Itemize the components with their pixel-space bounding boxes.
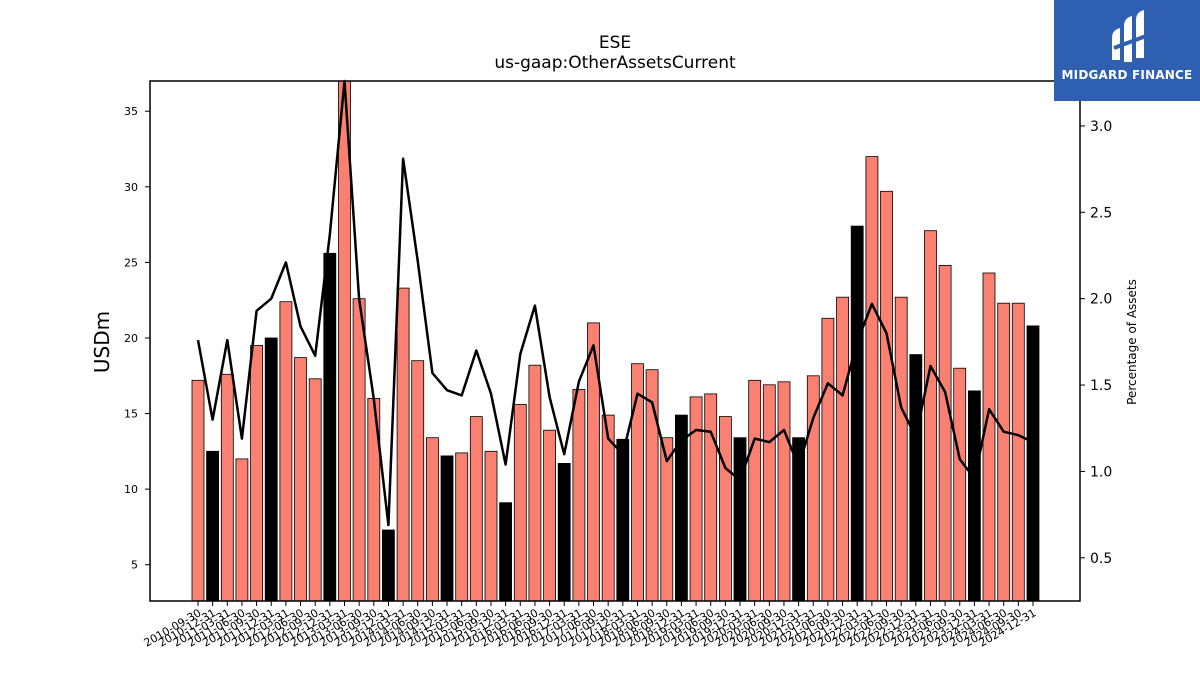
bar [719,416,732,602]
bar [704,393,718,602]
y-tick-label: 30 [124,181,138,194]
bar [381,529,395,602]
bar [469,416,483,602]
bar [1011,302,1025,602]
y-tick-label: 10 [124,483,138,496]
bar [968,390,981,602]
bar [689,396,703,602]
bar [938,264,952,602]
bar [616,438,630,602]
chart-title: ESE [599,33,631,53]
bar [308,378,322,602]
bar [850,225,864,602]
bar [499,502,513,602]
bar [396,287,410,602]
bar [880,190,893,602]
bar [250,345,264,602]
y-tick-label: 35 [124,105,138,118]
bar [513,404,527,602]
bar [748,379,762,602]
y2-tick-label: 0.5 [1090,551,1112,567]
y2-tick-label: 2.5 [1090,205,1112,221]
bar [777,381,791,602]
bar [235,458,249,602]
bar [264,337,278,602]
y2-tick-label: 2.0 [1090,292,1112,308]
bar [982,272,996,602]
y-tick-label: 20 [124,332,138,345]
bar [836,296,849,602]
y-axis-ticks: 5 10 15 20 25 30 35 [124,105,150,572]
bar [924,230,937,602]
bar [865,156,879,602]
bar [220,373,234,602]
bar [484,450,498,602]
bar [953,367,967,602]
bar [411,360,425,602]
bar [909,354,923,602]
logo-text: MIDGARD FINANCE [1061,68,1193,82]
midgard-finance-logo: MIDGARD FINANCE [1054,0,1200,101]
y-tick-label: 5 [131,559,138,572]
y2-tick-label: 3.0 [1090,119,1112,135]
bar-group [191,80,1040,602]
x-axis-ticks: 2010-09-302010-12-312011-03-312011-06-30… [142,601,1039,650]
y2-tick-label: 1.5 [1090,378,1112,394]
bar [206,450,220,602]
percentage-line [196,79,1034,527]
bar [323,252,337,602]
bar [352,298,366,602]
bar [191,379,205,602]
bar [440,455,454,602]
midgard-logo-icon [1112,10,1147,62]
bar [894,296,908,602]
y2-axis-label: Percentage of Assets [1125,279,1139,405]
bar [762,384,776,602]
bar [997,302,1011,602]
bar [528,364,542,602]
y-axis-label: USDm [90,311,114,373]
y-tick-label: 25 [124,256,138,269]
y2-tick-label: 1.0 [1090,464,1112,480]
bar [733,437,747,602]
bar [631,363,644,602]
bar [279,301,293,602]
y-tick-label: 15 [124,408,138,421]
y2-axis-ticks: 0.5 1.0 1.5 2.0 2.5 3.0 [1080,119,1112,567]
bar [675,414,688,602]
bar [543,429,556,602]
bar [557,462,571,602]
chart-subtitle: us-gaap:OtherAssetsCurrent [494,53,736,73]
bar [572,388,586,602]
bar [294,357,307,602]
bar [821,317,835,602]
bar [1026,325,1040,602]
bar [425,437,439,602]
bar [455,452,469,602]
plot-frame [149,80,1081,602]
